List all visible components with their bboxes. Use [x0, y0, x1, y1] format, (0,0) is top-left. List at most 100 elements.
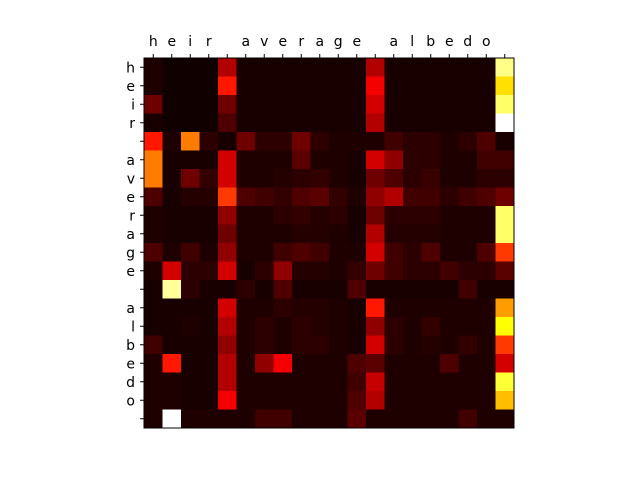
heatmap-cell: [384, 224, 404, 244]
heatmap-cell: [181, 150, 200, 170]
heatmap-cell: [162, 224, 182, 244]
heatmap-cell: [273, 169, 293, 188]
heatmap-cell: [366, 409, 385, 429]
heatmap-cell: [403, 187, 422, 207]
heatmap-cell: [366, 224, 385, 244]
heatmap-cell: [310, 224, 330, 244]
heatmap-cell: [329, 391, 348, 410]
heatmap-cell: [181, 76, 200, 96]
heatmap-cell: [347, 372, 367, 392]
heatmap-cell: [421, 224, 441, 244]
heatmap-cell: [366, 206, 385, 225]
heatmap-cell: [310, 132, 330, 151]
heatmap-cell: [218, 391, 237, 410]
heatmap-cell: [477, 150, 496, 170]
heatmap-cell: [162, 354, 182, 373]
heatmap-cell: [162, 169, 182, 188]
heatmap-cell: [366, 280, 385, 299]
heatmap-cell: [181, 187, 200, 207]
y-tick-label: l: [131, 319, 135, 335]
heatmap-cell: [477, 409, 496, 429]
heatmap-cell: [273, 317, 293, 336]
heatmap-cell: [144, 113, 163, 133]
heatmap-cell: [366, 372, 385, 392]
heatmap-cell: [458, 391, 478, 410]
heatmap-cell: [310, 113, 330, 133]
heatmap-cell: [292, 206, 311, 225]
heatmap-cell: [292, 261, 311, 281]
heatmap-cell: [255, 169, 274, 188]
heatmap-cell: [329, 317, 348, 336]
heatmap-cell: [477, 187, 496, 207]
heatmap-cell: [310, 58, 330, 77]
heatmap-cell: [144, 76, 163, 96]
y-tick-label: a: [126, 227, 135, 243]
heatmap-cell: [144, 150, 163, 170]
heatmap-cell: [273, 335, 293, 355]
heatmap-cell: [421, 58, 441, 77]
heatmap-cell: [495, 150, 515, 170]
heatmap-cell: [495, 409, 515, 429]
heatmap-cell: [199, 354, 219, 373]
heatmap-cell: [403, 335, 422, 355]
y-tick-label: v: [127, 171, 135, 187]
heatmap-cell: [458, 169, 478, 188]
heatmap-cell: [273, 76, 293, 96]
heatmap-cell: [421, 391, 441, 410]
heatmap-cell: [347, 224, 367, 244]
heatmap-cell: [199, 169, 219, 188]
heatmap-cell: [199, 391, 219, 410]
heatmap-cell: [144, 206, 163, 225]
heatmap-cell: [236, 113, 256, 133]
heatmap-cell: [366, 335, 385, 355]
heatmap-cell: [440, 224, 459, 244]
heatmap-cell: [181, 224, 200, 244]
heatmap-cell: [199, 187, 219, 207]
heatmap-cell: [292, 150, 311, 170]
heatmap-cell: [458, 95, 478, 114]
heatmap-cell: [458, 372, 478, 392]
heatmap-cell: [329, 261, 348, 281]
heatmap-cell: [366, 354, 385, 373]
heatmap-cell: [440, 335, 459, 355]
heatmap-cell: [218, 113, 237, 133]
heatmap-cell: [384, 169, 404, 188]
heatmap-cell: [403, 298, 422, 318]
heatmap-cell: [181, 298, 200, 318]
heatmap-cell: [236, 224, 256, 244]
heatmap-cell: [329, 58, 348, 77]
heatmap-cell: [255, 95, 274, 114]
heatmap-cell: [440, 261, 459, 281]
heatmap-cell: [477, 206, 496, 225]
x-tick-label: d: [463, 34, 472, 50]
heatmap-cell: [384, 280, 404, 299]
y-tick-label: b: [126, 338, 135, 354]
heatmap-cell: [218, 187, 237, 207]
x-tick-label: a: [389, 34, 398, 50]
heatmap-cell: [273, 298, 293, 318]
heatmap-cell: [273, 206, 293, 225]
y-tick-label: h: [126, 60, 135, 76]
heatmap-cell: [273, 261, 293, 281]
heatmap-cell: [421, 113, 441, 133]
heatmap-cell: [162, 261, 182, 281]
heatmap-cell: [273, 150, 293, 170]
heatmap-cell: [273, 409, 293, 429]
heatmap-cell: [384, 150, 404, 170]
heatmap-cell: [440, 354, 459, 373]
heatmap-cell: [495, 335, 515, 355]
heatmap-cell: [199, 243, 219, 262]
heatmap-cell: [218, 224, 237, 244]
heatmap-cell: [477, 95, 496, 114]
heatmap-cell: [218, 372, 237, 392]
heatmap-cell: [181, 354, 200, 373]
heatmap-cell: [495, 243, 515, 262]
x-tick-label: r: [298, 34, 304, 50]
heatmap-cell: [421, 206, 441, 225]
heatmap-cell: [218, 335, 237, 355]
heatmap-cell: [181, 280, 200, 299]
heatmap-cell: [421, 95, 441, 114]
heatmap-cell: [236, 169, 256, 188]
heatmap-cell: [477, 298, 496, 318]
